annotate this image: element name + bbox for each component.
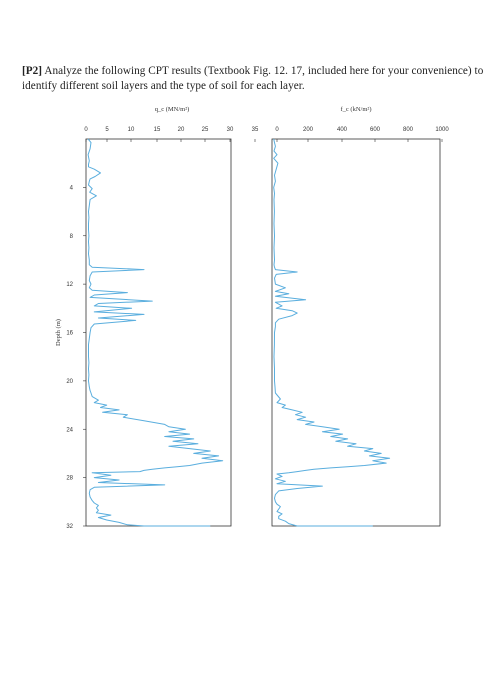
problem-label: [P2]: [22, 65, 43, 77]
x-tick-label: 20: [178, 127, 185, 133]
x-tick-label: 0: [84, 127, 88, 133]
qc-trace: [87, 138, 224, 527]
x-tick-label: 30: [227, 127, 234, 133]
x-tick-label: 400: [337, 127, 348, 133]
y-axis-title: Depth (m): [55, 319, 62, 346]
x-tick-label: 5: [105, 127, 109, 133]
x-tick-label: 1000: [435, 127, 449, 133]
fc-trace: [273, 138, 391, 527]
x-tick-label: 600: [370, 127, 381, 133]
plot-frame: [271, 138, 441, 527]
qc-panel: 0 5 10 15 20 25 30 35 4 8 12 16 20 24 28 32 q_c (MN/m²) D…: [55, 106, 259, 530]
x-axis-title: f_c (kN/m²): [340, 106, 371, 113]
y-tick-label: 8: [70, 234, 74, 240]
x-tick-label: 35: [252, 127, 259, 133]
y-tick-label: 24: [66, 427, 73, 433]
plot-frame: [85, 138, 232, 527]
y-tick-label: 28: [66, 476, 73, 482]
y-tick-label: 20: [66, 379, 73, 385]
x-tick-label: 15: [154, 127, 161, 133]
x-tick-label: 0: [275, 127, 279, 133]
y-tick-label: 4: [70, 185, 74, 191]
y-tick-label: 32: [66, 524, 73, 530]
problem-statement: [P2] Analyze the following CPT results (…: [22, 64, 484, 93]
y-tick-label: 12: [66, 282, 73, 288]
x-tick-label: 800: [403, 127, 414, 133]
x-axis-title: q_c (MN/m²): [155, 106, 190, 113]
x-tick-label: 25: [202, 127, 209, 133]
x-tick-label: 10: [128, 127, 135, 133]
y-tick-label: 16: [66, 331, 73, 337]
fc-panel: 0 200 400 600 800 1000 f_c (kN/m²): [271, 106, 449, 527]
x-tick-label: 200: [303, 127, 314, 133]
problem-text: Analyze the following CPT results (Textb…: [22, 65, 484, 92]
